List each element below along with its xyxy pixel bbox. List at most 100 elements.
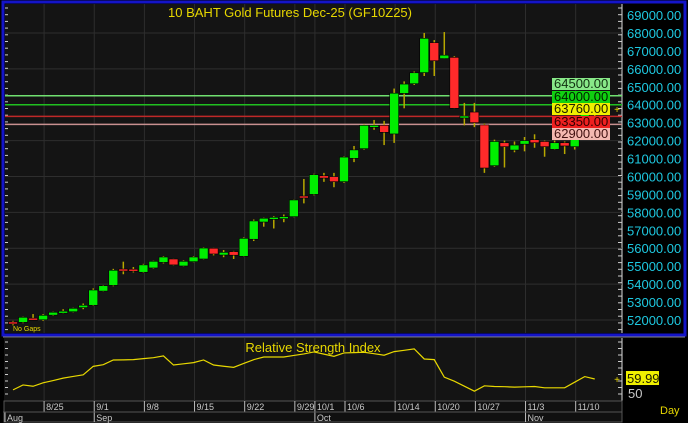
price-axis-label: 67000.00 — [627, 44, 681, 59]
candle — [188, 256, 199, 263]
price-axis-label: 58000.00 — [627, 205, 681, 220]
candle-body-down — [228, 251, 239, 256]
candle-body-down — [208, 247, 219, 255]
candle-body-up — [419, 38, 430, 73]
price-level-label: 63760.00 — [552, 101, 610, 116]
candle-body-down — [8, 321, 18, 325]
candle — [58, 309, 68, 314]
candle-body-up — [409, 72, 420, 85]
candle — [479, 123, 490, 173]
date-tick-label: 10/20 — [437, 402, 460, 412]
candle-body-up — [158, 256, 169, 263]
candle-body-up — [389, 92, 399, 135]
no-gaps-note: No Gaps — [13, 326, 41, 333]
candle-body-up — [279, 216, 289, 219]
candle-body-up — [258, 217, 269, 223]
candle — [349, 145, 359, 163]
candle-body-down — [529, 139, 540, 144]
candle-body-down — [429, 42, 440, 62]
date-tick-label: 8/25 — [46, 402, 64, 412]
candle — [449, 56, 460, 109]
candle-body-down — [128, 268, 139, 272]
candle-body-up — [238, 238, 249, 257]
rsi-last-marker: + — [614, 375, 620, 386]
candle-body-up — [148, 261, 159, 269]
candle-body-down — [118, 268, 129, 272]
candle-body-up — [359, 125, 369, 149]
candle — [158, 256, 169, 264]
candle — [88, 288, 99, 306]
candle — [339, 156, 349, 183]
date-tick-label: 9/22 — [247, 402, 265, 412]
price-level-label: 62900.00 — [552, 126, 610, 141]
main-plot-area — [5, 4, 622, 333]
candle — [178, 260, 189, 267]
candle — [439, 32, 450, 59]
candle-body-down — [319, 175, 329, 179]
candle-body-up — [18, 316, 28, 323]
candle — [369, 119, 379, 130]
candle-body-down — [539, 141, 550, 147]
date-tick-label: 10/1 — [317, 402, 335, 412]
candle-body-up — [349, 149, 359, 159]
price-axis-label: 54000.00 — [627, 277, 681, 292]
candle — [489, 139, 500, 167]
date-tick-label: 10/6 — [347, 402, 365, 412]
candle — [559, 141, 570, 155]
candle-body-up — [68, 308, 78, 313]
candle-body-down — [299, 195, 309, 199]
candle-body-up — [268, 217, 279, 220]
rsi-title: Relative Strength Index — [245, 340, 381, 355]
candle — [68, 307, 78, 313]
candle-body-down — [479, 124, 490, 169]
candle — [138, 263, 149, 273]
candle — [48, 311, 58, 316]
candle-body-up — [58, 310, 68, 314]
candle — [168, 258, 179, 266]
date-tick-label: 11/10 — [578, 402, 600, 412]
candle — [238, 237, 249, 257]
price-axis-label: 55000.00 — [627, 259, 681, 274]
candle — [409, 71, 420, 85]
candle — [289, 199, 299, 218]
candle-body-up — [188, 256, 199, 262]
candle — [379, 120, 389, 146]
candle — [299, 178, 309, 204]
candle — [279, 214, 289, 223]
date-tick-label: 9/8 — [146, 402, 159, 412]
candle-body-down — [449, 57, 460, 109]
candle — [459, 102, 470, 126]
candle-body-up — [289, 199, 299, 217]
candle-body-up — [108, 269, 119, 286]
candle-body-down — [168, 258, 179, 266]
candle — [469, 102, 480, 128]
price-axis-label: 59000.00 — [627, 187, 681, 202]
price-axis-label: 66000.00 — [627, 62, 681, 77]
month-tick-label: Sep — [96, 413, 112, 423]
price-axis-label: 65000.00 — [627, 80, 681, 95]
date-tick-label: 9/15 — [197, 402, 215, 412]
date-tick-label: 10/27 — [477, 402, 500, 412]
month-tick-label: Nov — [528, 413, 545, 423]
candle — [529, 134, 540, 148]
main-panel-frame — [1, 0, 687, 337]
price-axis-label: 53000.00 — [627, 295, 681, 310]
candle-body-down — [469, 111, 480, 123]
candle — [268, 216, 279, 229]
candle-body-up — [138, 264, 149, 273]
rsi-last-value: 59.99 — [627, 371, 660, 386]
candle — [198, 247, 209, 260]
month-tick-label: Oct — [317, 413, 332, 423]
chart-title: 10 BAHT Gold Futures Dec-25 (GF10Z25) — [168, 5, 412, 20]
candle-body-down — [379, 125, 389, 133]
date-tick-label: 9/1 — [96, 402, 109, 412]
candle-body-up — [198, 247, 209, 260]
candle — [549, 140, 560, 150]
price-axis-label: 57000.00 — [627, 223, 681, 238]
candle-body-down — [499, 142, 510, 147]
candle — [98, 284, 109, 292]
price-level-label: 64000.00 — [552, 88, 610, 104]
candle — [499, 140, 510, 168]
candle-body-up — [489, 141, 500, 166]
candle-body-up — [459, 115, 470, 119]
